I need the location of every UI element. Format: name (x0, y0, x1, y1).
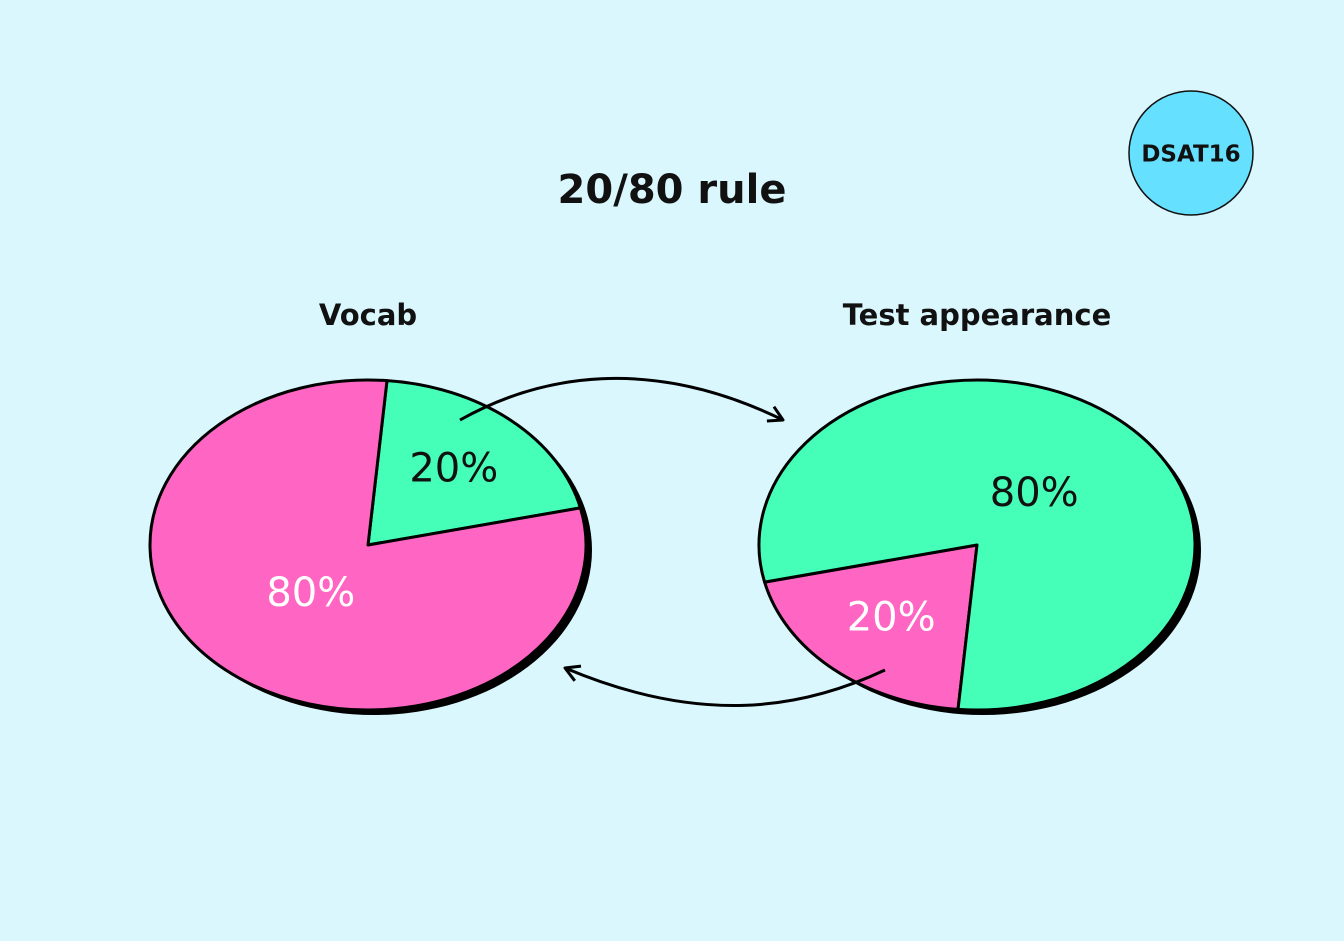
pies: Vocab 20% 80% Test appearance 20% 80% (148, 298, 1201, 715)
chart-title: Vocab (319, 298, 417, 332)
badge: DSAT16 (1141, 142, 1240, 168)
value-label: 20% (409, 445, 498, 491)
badge-circle (1128, 90, 1254, 216)
arrow (459, 376, 785, 423)
pie-slice (148, 378, 588, 712)
value-label: 80% (990, 470, 1079, 516)
chart-title: Test appearance (843, 298, 1112, 332)
page-title: 20/80 rule (558, 167, 787, 213)
pie-slice (763, 543, 979, 711)
value-label: 20% (847, 595, 936, 641)
value-label: 80% (266, 570, 355, 616)
pie-slice (366, 379, 582, 547)
pie-slice (757, 378, 1197, 712)
arrow (563, 664, 886, 708)
